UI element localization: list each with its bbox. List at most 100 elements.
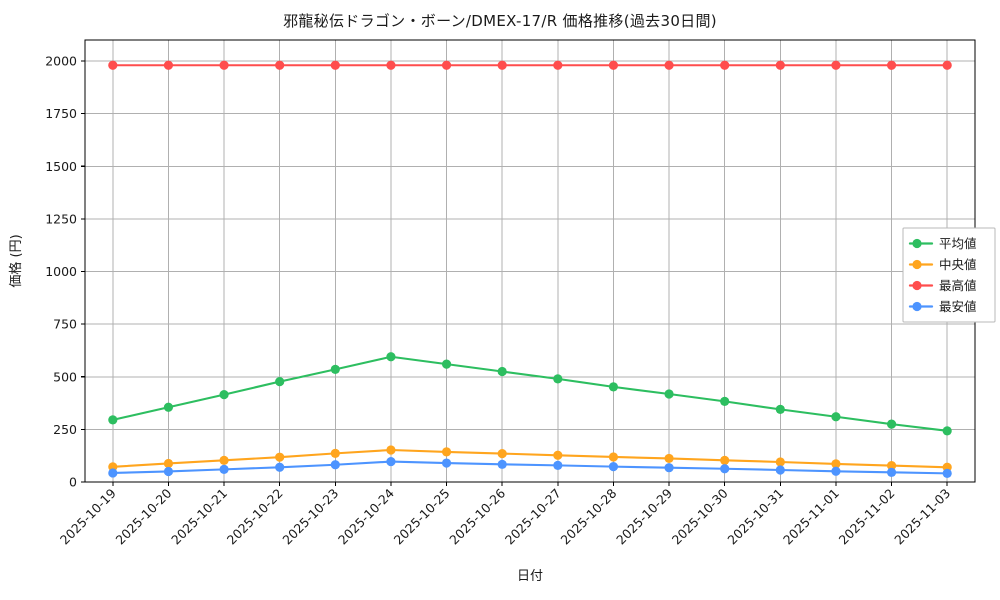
series-line bbox=[111, 460, 949, 475]
series-line bbox=[111, 355, 949, 432]
data-point bbox=[720, 60, 730, 70]
data-point bbox=[553, 60, 563, 70]
data-point bbox=[553, 374, 563, 384]
data-point bbox=[942, 468, 952, 478]
legend-label: 平均値 bbox=[939, 236, 977, 251]
data-point bbox=[163, 458, 174, 469]
data-point bbox=[886, 419, 897, 429]
data-point bbox=[497, 366, 507, 377]
data-point bbox=[664, 453, 674, 464]
x-tick-label: 2025-10-22 bbox=[224, 486, 286, 548]
data-point bbox=[886, 60, 897, 70]
x-tick-label: 2025-10-21 bbox=[168, 486, 230, 548]
data-point bbox=[386, 60, 396, 70]
data-point bbox=[942, 60, 952, 70]
legend-item[interactable]: 中央値 bbox=[908, 257, 977, 272]
x-tick-label: 2025-11-01 bbox=[780, 486, 842, 548]
data-point bbox=[441, 60, 452, 70]
data-point bbox=[831, 60, 841, 70]
data-point bbox=[386, 456, 396, 467]
legend-box bbox=[902, 227, 996, 323]
data-point bbox=[497, 60, 507, 70]
data-point bbox=[664, 60, 674, 70]
data-point bbox=[942, 426, 952, 436]
data-point bbox=[219, 390, 229, 400]
axis-titles: 日付 価格 (円) bbox=[8, 234, 543, 584]
y-tick-label: 1000 bbox=[45, 264, 77, 279]
legend-item[interactable]: 最安値 bbox=[908, 299, 977, 314]
data-point bbox=[775, 60, 785, 70]
x-tick-label: 2025-10-31 bbox=[724, 486, 786, 548]
data-point bbox=[441, 359, 452, 369]
data-point bbox=[386, 352, 396, 362]
gridlines-group bbox=[85, 40, 975, 483]
x-tick-label: 2025-10-23 bbox=[279, 486, 341, 548]
y-tick-label: 250 bbox=[53, 422, 77, 437]
chart-title: 邪龍秘伝ドラゴン・ボーン/DMEX-17/R 価格推移(過去30日間) bbox=[283, 12, 717, 30]
y-tick-label: 1750 bbox=[45, 106, 77, 121]
y-tick-label: 750 bbox=[53, 317, 77, 332]
data-point bbox=[720, 396, 730, 406]
legend-marker bbox=[912, 259, 922, 270]
data-point bbox=[608, 60, 619, 70]
axes-spines bbox=[84, 39, 976, 483]
data-point bbox=[775, 457, 785, 467]
data-point bbox=[720, 464, 730, 474]
data-point bbox=[608, 382, 619, 392]
legend-label: 最安値 bbox=[939, 299, 977, 314]
x-tick-label: 2025-10-28 bbox=[558, 485, 620, 547]
data-point bbox=[330, 448, 340, 458]
data-point bbox=[108, 60, 118, 70]
x-tick-label: 2025-10-24 bbox=[335, 485, 397, 547]
data-point bbox=[219, 464, 229, 474]
data-point bbox=[553, 460, 563, 470]
data-point bbox=[163, 60, 174, 70]
legend-marker bbox=[912, 301, 922, 312]
y-tick-label: 0 bbox=[69, 475, 77, 490]
x-tick-label: 2025-10-30 bbox=[669, 485, 731, 547]
legend-item[interactable]: 最高値 bbox=[908, 278, 977, 293]
data-point bbox=[386, 445, 396, 455]
data-point bbox=[831, 412, 841, 422]
data-point bbox=[275, 60, 285, 70]
y-tick-label: 1500 bbox=[45, 159, 77, 174]
legend-marker bbox=[912, 238, 922, 249]
legend-item[interactable]: 平均値 bbox=[908, 236, 977, 251]
legend-marker bbox=[912, 280, 922, 291]
x-tick-label: 2025-10-29 bbox=[613, 485, 675, 547]
series-0 bbox=[108, 352, 952, 436]
data-point bbox=[330, 460, 340, 470]
x-axis-title: 日付 bbox=[517, 569, 543, 584]
data-point bbox=[720, 455, 730, 465]
data-point bbox=[497, 448, 507, 459]
data-point bbox=[441, 458, 452, 468]
data-point bbox=[163, 466, 174, 477]
x-tick-label: 2025-10-19 bbox=[57, 485, 119, 547]
x-tick-label: 2025-10-27 bbox=[502, 486, 564, 548]
series-1 bbox=[108, 445, 952, 472]
x-tick-label: 2025-10-26 bbox=[446, 485, 508, 547]
series-3 bbox=[108, 456, 952, 478]
data-point bbox=[886, 460, 897, 471]
x-tick-label: 2025-11-03 bbox=[891, 486, 953, 548]
data-point bbox=[664, 389, 674, 399]
data-point bbox=[219, 60, 229, 70]
y-tick-label: 2000 bbox=[45, 54, 77, 69]
data-point bbox=[330, 60, 340, 70]
data-point bbox=[163, 402, 174, 412]
series-2 bbox=[108, 60, 952, 70]
x-tick-label: 2025-10-25 bbox=[391, 486, 453, 548]
x-tick-label: 2025-11-02 bbox=[836, 486, 898, 548]
y-tick-label: 1250 bbox=[45, 211, 77, 226]
data-point bbox=[275, 452, 285, 462]
data-point bbox=[108, 468, 118, 478]
data-point bbox=[831, 459, 841, 469]
data-point bbox=[664, 463, 674, 473]
data-point bbox=[608, 452, 619, 462]
x-tick-label: 2025-10-20 bbox=[113, 485, 175, 547]
data-point bbox=[775, 465, 785, 475]
legend-label: 最高値 bbox=[939, 278, 977, 293]
